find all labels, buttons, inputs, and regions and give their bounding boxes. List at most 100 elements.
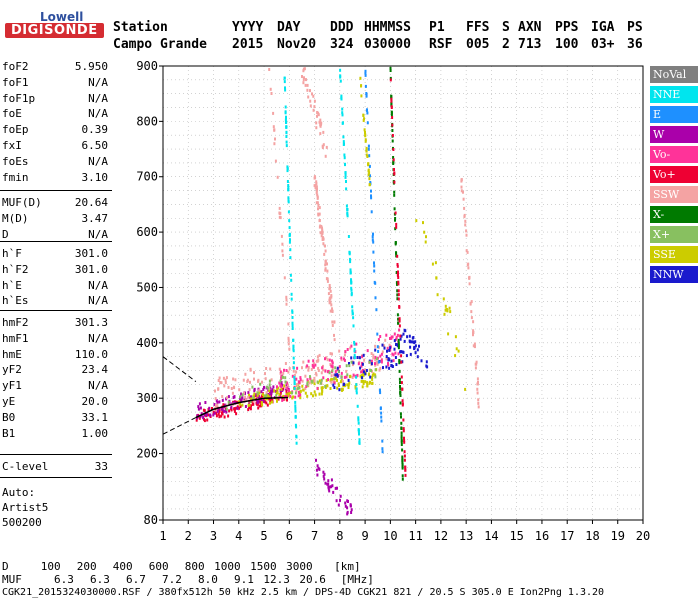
echo-point xyxy=(391,139,394,143)
echo-point xyxy=(360,379,363,383)
echo-point xyxy=(398,324,401,328)
echo-point xyxy=(398,319,401,323)
echo-point xyxy=(368,360,371,364)
echo-point xyxy=(285,120,288,124)
echo-point xyxy=(272,385,275,389)
echo-point xyxy=(374,375,377,379)
echo-point xyxy=(403,440,406,444)
echo-point xyxy=(317,207,319,211)
echo-point xyxy=(318,206,321,210)
muf-values-item: 8.0 xyxy=(198,573,218,586)
echo-point xyxy=(258,395,261,399)
echo-point xyxy=(344,175,347,179)
echo-point xyxy=(399,401,402,405)
echo-point xyxy=(399,337,402,341)
echo-point xyxy=(287,370,290,374)
echo-point xyxy=(339,79,342,83)
echo-point xyxy=(402,427,405,431)
echo-point xyxy=(401,387,404,391)
echo-point xyxy=(394,218,396,222)
echo-point xyxy=(401,403,404,407)
echo-point xyxy=(244,395,247,399)
echo-point xyxy=(339,75,342,79)
echo-point xyxy=(277,386,280,390)
echo-point xyxy=(414,344,417,348)
echo-point xyxy=(342,383,345,386)
echo-point xyxy=(324,369,327,373)
echo-point xyxy=(309,104,312,108)
legend-item: NoVal xyxy=(650,66,698,83)
echo-point xyxy=(293,379,296,382)
echo-point xyxy=(391,129,394,132)
param-label: foEs xyxy=(2,154,29,168)
echo-point xyxy=(390,106,393,109)
echo-point xyxy=(343,156,346,160)
echo-point xyxy=(296,387,299,391)
echo-point xyxy=(278,381,281,385)
echo-point xyxy=(318,392,321,396)
echo-point xyxy=(273,128,276,132)
header-value-p1: RSF xyxy=(429,37,453,52)
echo-point xyxy=(285,125,288,129)
param-label: foF1 xyxy=(2,75,29,89)
param-label: yE xyxy=(2,395,16,408)
y-tick-label: 700 xyxy=(136,170,158,184)
echo-point xyxy=(215,399,218,403)
muf-values-item: 9.1 xyxy=(234,573,254,586)
echo-point xyxy=(321,389,324,393)
echo-point xyxy=(327,487,330,491)
echo-point xyxy=(318,353,321,357)
echo-point xyxy=(294,423,297,427)
echo-point xyxy=(250,404,252,408)
echo-point xyxy=(360,94,363,98)
echo-point xyxy=(398,361,401,365)
echo-point xyxy=(467,262,470,266)
echo-point xyxy=(362,379,365,383)
echo-point xyxy=(409,345,412,349)
echo-point xyxy=(358,438,361,442)
echo-point xyxy=(463,215,466,219)
echo-point xyxy=(285,369,288,372)
echo-point xyxy=(265,367,268,370)
echo-point xyxy=(387,357,390,361)
echo-point xyxy=(339,68,342,72)
echo-point xyxy=(332,373,335,377)
echo-point xyxy=(339,498,341,502)
echo-point xyxy=(337,370,340,374)
echo-point xyxy=(319,118,322,122)
echo-point xyxy=(464,223,467,227)
echo-point xyxy=(364,368,366,372)
echo-point xyxy=(401,474,404,478)
x-tick-label: 6 xyxy=(286,529,293,543)
echo-point xyxy=(316,386,319,390)
echo-point xyxy=(399,385,401,388)
echo-point xyxy=(284,118,287,122)
param-label: h`F2 xyxy=(2,262,29,276)
echo-point xyxy=(306,394,309,398)
echo-point xyxy=(371,235,374,239)
echo-point xyxy=(425,364,428,368)
echo-point xyxy=(323,252,326,256)
echo-point xyxy=(392,353,395,357)
echo-point xyxy=(269,87,272,91)
echo-point xyxy=(358,441,361,445)
echo-point xyxy=(395,363,398,366)
header-label-s: S xyxy=(502,20,510,35)
echo-point xyxy=(404,468,407,472)
profile-topside-extension xyxy=(162,356,197,382)
echo-point xyxy=(219,381,222,384)
echo-point xyxy=(291,316,294,319)
echo-point xyxy=(403,328,406,332)
footer-d-label: D xyxy=(2,560,9,573)
echo-point xyxy=(285,389,288,393)
echo-point xyxy=(275,391,278,395)
echo-point xyxy=(364,73,367,77)
echo-point xyxy=(344,171,347,175)
echo-point xyxy=(217,379,220,382)
echo-point xyxy=(284,376,287,380)
echo-point xyxy=(365,94,368,97)
echo-point xyxy=(261,380,263,384)
echo-point xyxy=(324,357,326,361)
footer-d-row: D 100 200 400 600 800 1000 1500 3000 [km] xyxy=(2,560,361,573)
echo-point xyxy=(315,187,318,191)
